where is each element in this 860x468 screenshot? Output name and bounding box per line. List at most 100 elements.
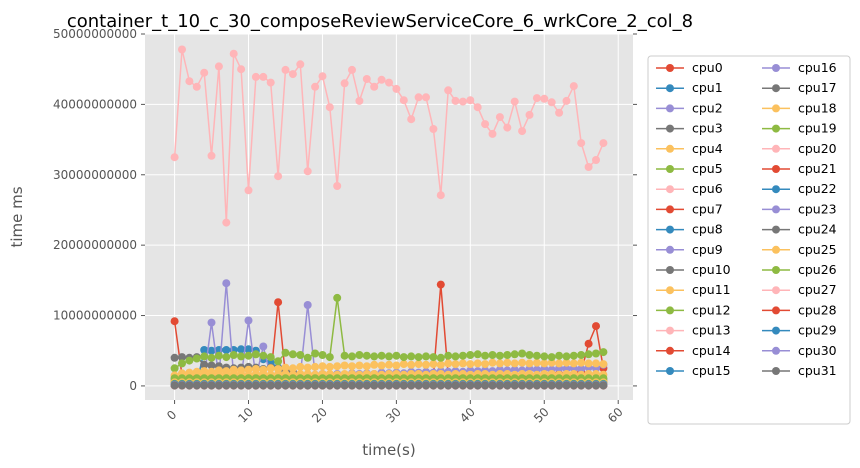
data-point — [555, 351, 564, 360]
x-tick-label: 30 — [383, 405, 404, 426]
data-point — [325, 362, 334, 371]
legend-label: cpu12 — [692, 302, 731, 317]
x-axis-label: time(s) — [362, 441, 415, 459]
legend-item: cpu3 — [656, 121, 723, 136]
data-point — [584, 163, 593, 171]
data-point — [481, 351, 490, 360]
data-point — [318, 362, 327, 371]
x-tick-label: 20 — [309, 405, 330, 426]
x-tick-label: 40 — [457, 405, 478, 426]
legend-swatch-marker — [772, 326, 780, 335]
data-point — [414, 93, 423, 102]
series-cpu6 — [170, 45, 608, 227]
data-point — [348, 352, 356, 361]
data-point — [532, 94, 541, 103]
data-point — [444, 351, 453, 360]
data-point — [229, 381, 238, 390]
data-point — [510, 97, 519, 106]
legend-label: cpu21 — [798, 161, 837, 176]
data-point — [259, 342, 268, 351]
data-point — [436, 280, 445, 289]
legend-swatch-marker — [666, 367, 674, 375]
data-point — [340, 361, 349, 370]
data-point — [414, 360, 423, 369]
data-point — [340, 79, 349, 88]
data-point — [237, 352, 246, 361]
data-point — [547, 358, 556, 367]
data-point — [481, 381, 490, 390]
data-point — [370, 360, 379, 369]
x-tick-label: 10 — [235, 405, 256, 426]
legend-swatch-marker — [666, 266, 674, 274]
data-point — [451, 96, 460, 105]
legend-item: cpu11 — [656, 282, 731, 297]
data-point — [185, 356, 194, 365]
data-point — [569, 359, 578, 368]
data-point — [584, 381, 593, 390]
data-point — [192, 381, 201, 390]
data-point — [518, 358, 527, 367]
data-point — [562, 352, 571, 361]
legend-item: cpu22 — [762, 181, 837, 196]
data-point — [222, 218, 231, 227]
data-point — [444, 359, 453, 368]
data-point — [444, 381, 453, 390]
x-tick-label: 50 — [531, 405, 552, 426]
data-point — [348, 362, 356, 371]
data-point — [466, 360, 475, 369]
data-point — [385, 360, 393, 369]
data-point — [288, 364, 297, 373]
legend-swatch-marker — [666, 346, 674, 355]
data-point — [244, 316, 253, 325]
data-point — [377, 351, 386, 360]
data-point — [192, 82, 201, 91]
x-tick-label: 60 — [605, 405, 626, 426]
data-point — [540, 381, 549, 390]
legend-swatch-marker — [666, 225, 674, 234]
legend-label: cpu0 — [692, 60, 723, 75]
data-point — [281, 363, 290, 372]
data-point — [392, 84, 401, 93]
data-point — [503, 358, 512, 367]
legend-swatch-marker — [666, 84, 674, 93]
legend-swatch-marker — [666, 286, 674, 295]
data-point — [510, 381, 519, 390]
data-point — [510, 359, 519, 368]
data-point — [458, 381, 467, 390]
data-point — [488, 381, 497, 390]
legend-item: cpu7 — [656, 201, 723, 216]
legend-swatch-marker — [666, 185, 674, 194]
data-point — [555, 381, 564, 390]
data-point — [488, 129, 497, 138]
data-point — [584, 339, 593, 348]
data-point — [303, 363, 312, 372]
data-point — [237, 65, 246, 74]
data-point — [288, 70, 297, 79]
data-point — [207, 318, 216, 327]
legend-label: cpu19 — [798, 121, 837, 136]
legend-swatch-marker — [666, 144, 674, 153]
data-point — [422, 360, 430, 369]
data-point — [451, 360, 460, 369]
data-point — [407, 381, 416, 390]
legend-item: cpu27 — [762, 282, 837, 297]
data-point — [207, 353, 216, 362]
series-cpu11 — [170, 370, 608, 380]
data-point — [222, 279, 231, 288]
data-point — [466, 351, 475, 359]
axes: 0 10 20 30 40 50 60 0 10000000000 20000000000 3000… — [53, 27, 637, 426]
data-point — [370, 381, 379, 390]
data-point — [592, 322, 600, 331]
data-point — [362, 381, 371, 390]
data-point — [311, 362, 320, 371]
legend-label: cpu3 — [692, 121, 723, 136]
data-point — [481, 120, 490, 129]
legend-swatch-marker — [772, 64, 780, 72]
data-point — [200, 68, 209, 77]
chart-title: container_t_10_c_30_composeReviewService… — [67, 11, 693, 32]
data-point — [325, 353, 334, 362]
legend-swatch-marker — [666, 104, 674, 113]
legend-item: cpu23 — [762, 201, 837, 216]
data-point — [577, 381, 586, 390]
data-point — [178, 359, 186, 368]
